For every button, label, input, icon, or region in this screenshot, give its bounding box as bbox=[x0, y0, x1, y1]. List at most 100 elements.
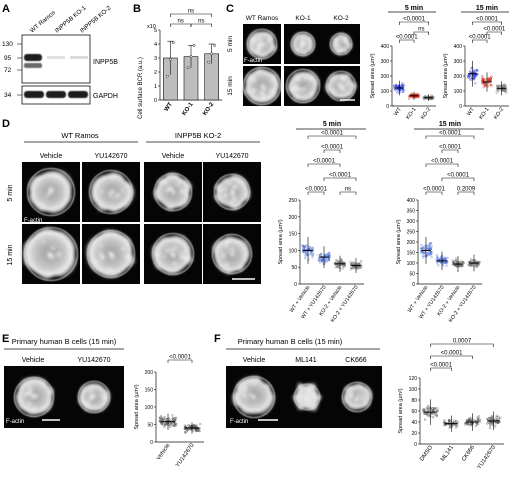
f-tile-ml141-speckle bbox=[305, 388, 309, 392]
data-point bbox=[472, 76, 476, 79]
data-point bbox=[435, 260, 439, 263]
c-tile-r0-c1-cell-edge bbox=[290, 31, 316, 57]
e-tile-vehicle-speckle bbox=[32, 406, 37, 411]
data-point bbox=[481, 74, 484, 78]
y-tick-label: 200 bbox=[145, 370, 154, 376]
data-point bbox=[183, 430, 187, 434]
sig-bracket bbox=[430, 355, 473, 359]
sig-label: <0.0001 bbox=[441, 351, 464, 357]
d-tile-r0-c1-speckle bbox=[107, 191, 110, 194]
y-tick-label: 250 bbox=[289, 198, 298, 204]
sig-bracket bbox=[307, 135, 357, 139]
d-tile-r0-c0-speckle bbox=[44, 196, 47, 199]
d-tile-r0-c0-speckle bbox=[46, 192, 50, 196]
c-tile-r1-c0-speckle bbox=[251, 88, 256, 93]
data-point bbox=[497, 85, 501, 88]
b-y-tick-label: 3 bbox=[154, 56, 157, 62]
c-tile-r0-c0-speckle bbox=[258, 42, 262, 46]
data-point bbox=[168, 425, 172, 429]
data-point bbox=[351, 266, 354, 270]
d-tile-r0-c3-cell-edge bbox=[213, 173, 251, 211]
e-tile-vehicle-speckle bbox=[24, 406, 30, 412]
data-point bbox=[485, 82, 488, 86]
blot-label-inpp5b: INPP5B bbox=[93, 59, 118, 66]
d-tile-r1-c3-speckle bbox=[230, 247, 234, 252]
sig-bracket bbox=[425, 163, 459, 167]
data-point bbox=[308, 245, 312, 249]
data-point bbox=[401, 90, 404, 93]
y-tick-label: 80 bbox=[411, 398, 417, 404]
marker-ticks bbox=[17, 43, 22, 96]
f-tile-vehicle-speckle bbox=[253, 383, 256, 386]
data-point bbox=[497, 415, 500, 418]
c-tile-r1-c1-cell-edge bbox=[285, 68, 321, 104]
b-category-label: WT bbox=[164, 101, 174, 112]
d-tile-r0-c0-speckle bbox=[46, 200, 49, 203]
data-point bbox=[162, 416, 165, 419]
data-point bbox=[428, 245, 431, 248]
d-tile-r0-c0-speckle bbox=[39, 177, 42, 181]
c-tile-r0-c2-speckle bbox=[334, 42, 339, 47]
e-tile-yu-speckle bbox=[86, 400, 89, 403]
f-tile-ml141-speckle bbox=[305, 405, 309, 409]
sig-bracket bbox=[441, 149, 459, 153]
data-point bbox=[318, 261, 322, 264]
sig-label: ns bbox=[418, 27, 424, 33]
data-point bbox=[495, 414, 498, 417]
c-tile-r0-c0-speckle bbox=[261, 42, 264, 46]
c-tile-r1-c0-speckle bbox=[250, 76, 253, 79]
f-tile-ck666-speckle bbox=[358, 385, 363, 389]
gapdh-band-ko1 bbox=[46, 91, 66, 98]
data-point bbox=[343, 264, 347, 267]
data-point bbox=[455, 257, 458, 260]
data-point bbox=[485, 417, 489, 421]
data-point bbox=[393, 85, 396, 88]
data-point bbox=[307, 258, 310, 261]
data-point bbox=[435, 415, 438, 418]
data-point bbox=[158, 419, 161, 423]
d-group-wt: WT Ramos bbox=[61, 131, 99, 140]
data-point bbox=[423, 98, 426, 101]
c-tile-r0-c0-speckle bbox=[252, 38, 257, 44]
b-point bbox=[186, 66, 190, 70]
d-tile-r0-c3-speckle bbox=[217, 188, 223, 193]
sig-bracket bbox=[167, 359, 193, 363]
sig-bracket bbox=[170, 13, 212, 17]
data-point bbox=[425, 407, 428, 410]
b-point bbox=[171, 41, 175, 44]
y-tick-label: 100 bbox=[289, 248, 298, 254]
f-tile-ck666-speckle bbox=[354, 399, 358, 403]
b-point bbox=[210, 52, 214, 56]
f-col-vehicle: Vehicle bbox=[243, 357, 266, 364]
e-tile-yu-speckle bbox=[90, 388, 94, 391]
inpp5b-band-ko2 bbox=[70, 56, 88, 59]
c-tile-r1-c0-speckle bbox=[262, 86, 266, 90]
data-point bbox=[319, 254, 322, 257]
data-point bbox=[320, 259, 324, 263]
data-point bbox=[504, 90, 507, 93]
c-tile-r0-c2-speckle bbox=[345, 47, 348, 50]
sig-bracket bbox=[430, 367, 452, 371]
data-point bbox=[422, 408, 425, 411]
data-point bbox=[160, 418, 163, 421]
d-group-ko2: INPP5B KO-2 bbox=[175, 131, 221, 140]
panel-b: B Cell surface BCR (a.u.) x10 0 1 2 3 4 5 WT KO… bbox=[133, 3, 222, 119]
c-tile-r1-c2-speckle bbox=[345, 82, 349, 87]
sig-label: <0.0001 bbox=[169, 355, 192, 361]
f-tile-ml141-speckle bbox=[307, 399, 310, 401]
d-tile-r0-c3-speckle bbox=[223, 187, 228, 192]
gapdh-band-wt bbox=[24, 91, 44, 98]
c-tile-r0-c1-speckle bbox=[309, 47, 313, 50]
c-tile-r1-c1-cell bbox=[287, 70, 320, 102]
data-point bbox=[183, 424, 186, 427]
c-tile-r1-c1-speckle bbox=[290, 88, 295, 92]
d-tile-r0-c0-speckle bbox=[50, 172, 55, 177]
data-point bbox=[487, 77, 490, 81]
category-label: DMSO bbox=[419, 444, 434, 462]
y-tick-label: 250 bbox=[407, 230, 416, 236]
data-point bbox=[173, 423, 176, 426]
sig-label: ns bbox=[345, 187, 351, 193]
data-point bbox=[187, 424, 190, 427]
data-point bbox=[467, 419, 470, 422]
c-tile-r1-c1-speckle bbox=[294, 86, 300, 91]
